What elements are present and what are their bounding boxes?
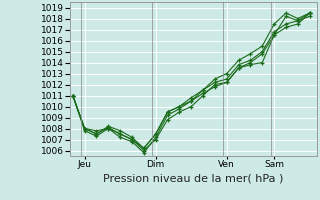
X-axis label: Pression niveau de la mer( hPa ): Pression niveau de la mer( hPa ) <box>103 173 284 183</box>
